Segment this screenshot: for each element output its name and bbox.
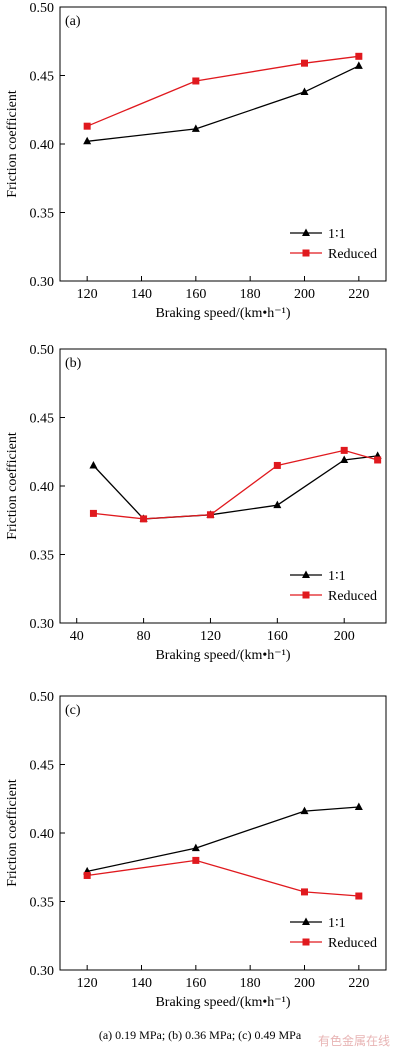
x-tick-label: 160 [267, 629, 288, 644]
y-tick-label: 0.45 [30, 70, 55, 85]
chart-panel-0: 120 140 160 180 200 220 0.30 0.35 0.40 0.45 0.50 Br… [5, 1, 387, 321]
x-tick-label: 200 [334, 629, 355, 644]
x-tick-label: 160 [185, 976, 206, 991]
y-tick-label: 0.40 [30, 827, 55, 842]
data-point-triangle [340, 455, 349, 463]
legend-label: 1∶1 [328, 916, 346, 931]
legend-marker-square [302, 249, 310, 257]
chart-panel-2: 120 140 160 180 200 220 0.30 0.35 0.40 0.45 0.50 Br… [5, 690, 387, 1010]
data-point-square [140, 515, 148, 523]
data-point-square [83, 871, 91, 879]
y-tick-label: 0.40 [30, 480, 55, 495]
legend-label: 1∶1 [328, 569, 346, 584]
data-point-square [273, 461, 281, 469]
y-tick-label: 0.45 [30, 412, 55, 427]
data-point-square [340, 446, 348, 454]
data-point-triangle [191, 843, 200, 852]
x-axis-label: Braking speed/(km•h⁻¹) [155, 648, 290, 663]
x-tick-label: 140 [131, 976, 152, 991]
legend-marker-triangle [302, 570, 310, 578]
data-point-square [206, 511, 214, 519]
data-point-square [301, 888, 308, 896]
data-point-triangle [300, 806, 309, 815]
x-tick-label: 180 [240, 287, 261, 302]
x-tick-label: 180 [240, 976, 261, 991]
series-line-reduced [86, 55, 359, 127]
x-tick-label: 140 [131, 287, 152, 302]
series-line-one-to-one [87, 806, 359, 873]
data-point-triangle [354, 61, 363, 69]
x-tick-label: 120 [77, 976, 98, 991]
legend-label: 1∶1 [328, 227, 346, 242]
chart-panel-1: 40 80 120 160 200 0.30 0.35 0.40 0.45 0.50 Braking… [5, 343, 387, 663]
legend-marker-square [302, 938, 310, 946]
y-tick-label: 0.35 [30, 549, 55, 564]
data-point-square [301, 59, 308, 67]
y-tick-label: 0.45 [30, 759, 55, 774]
friction-coefficient-figure: 120 140 160 180 200 220 0.30 0.35 0.40 0.45 0.50 Br… [5, 1, 387, 1010]
data-point-square [192, 856, 200, 864]
legend-marker-triangle [302, 917, 310, 925]
x-axis-label: Braking speed/(km•h⁻¹) [155, 306, 290, 321]
data-point-square [89, 509, 97, 517]
legend-label: Reduced [328, 936, 377, 951]
y-tick-label: 0.35 [30, 896, 55, 911]
data-point-triangle [300, 87, 309, 95]
y-tick-label: 0.35 [30, 207, 55, 222]
figure-caption: (a) 0.19 MPa; (b) 0.36 MPa; (c) 0.49 MPa [98, 1028, 302, 1042]
data-point-triangle [89, 460, 98, 469]
data-point-square [192, 77, 200, 85]
legend-label: Reduced [328, 589, 377, 604]
panel-label: (c) [65, 703, 81, 718]
x-tick-label: 200 [294, 976, 315, 991]
data-point-triangle [354, 802, 363, 810]
x-tick-label: 220 [348, 287, 369, 302]
x-tick-label: 120 [77, 287, 98, 302]
y-tick-label: 0.30 [30, 617, 55, 632]
data-point-square [374, 456, 382, 464]
y-tick-label: 0.40 [30, 138, 55, 153]
y-tick-label: 0.50 [30, 343, 55, 358]
legend-marker-triangle [302, 228, 310, 236]
data-point-square [355, 892, 363, 900]
data-point-triangle [191, 124, 200, 132]
series-line-reduced [87, 859, 359, 897]
x-axis-label: Braking speed/(km•h⁻¹) [155, 995, 290, 1010]
x-tick-label: 220 [348, 976, 369, 991]
panel-label: (a) [65, 14, 81, 29]
y-tick-label: 0.50 [30, 1, 55, 16]
panel-label: (b) [65, 356, 82, 371]
series-line-reduced [93, 449, 378, 520]
data-point-triangle [273, 500, 282, 509]
series-line-one-to-one [92, 455, 378, 520]
y-tick-label: 0.50 [30, 690, 55, 705]
x-tick-label: 200 [294, 287, 315, 302]
x-tick-label: 160 [185, 287, 206, 302]
data-point-square [355, 52, 363, 60]
y-tick-label: 0.30 [30, 275, 55, 290]
x-tick-label: 40 [70, 629, 84, 644]
y-tick-label: 0.30 [30, 964, 55, 979]
y-axis-label: Friction coefficient [5, 432, 20, 540]
data-point-square [83, 122, 91, 130]
data-point-triangle [83, 136, 92, 145]
watermark-text: 有色金属在线 [317, 1034, 390, 1048]
x-tick-label: 120 [200, 629, 221, 644]
x-tick-label: 80 [137, 629, 151, 644]
y-axis-label: Friction coefficient [5, 90, 20, 198]
series-line-one-to-one [87, 65, 360, 142]
y-axis-label: Friction coefficient [5, 779, 20, 887]
legend-label: Reduced [328, 247, 377, 262]
legend-marker-square [302, 591, 310, 599]
